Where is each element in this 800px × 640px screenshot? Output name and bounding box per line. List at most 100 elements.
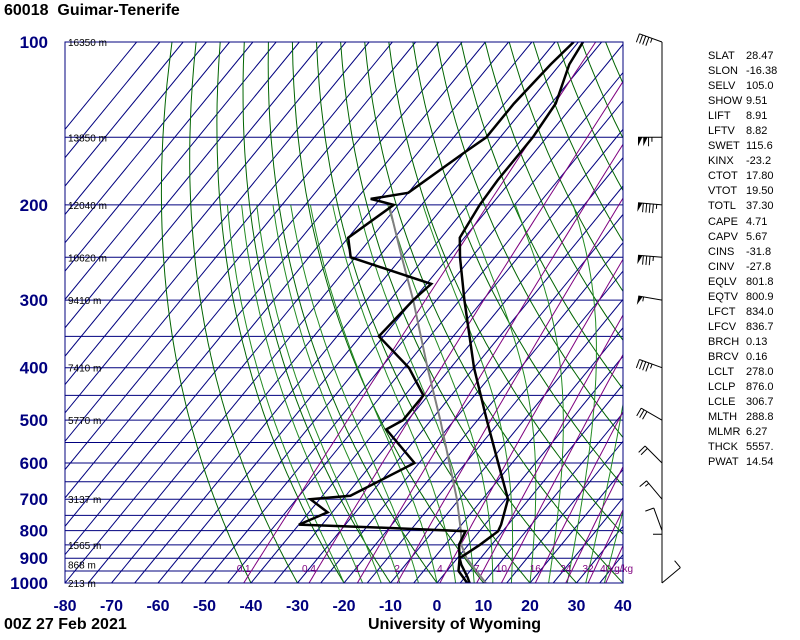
wind-barb [645, 507, 663, 531]
pressure-tick-label: 800 [20, 522, 48, 541]
wind-barb [638, 445, 663, 464]
wind-barb-flag [648, 256, 651, 266]
moist-adiabat-line [226, 204, 345, 583]
moist-adiabat-line [290, 204, 419, 583]
index-row-lift: LIFT 8.91 [708, 109, 777, 124]
mixing-ratio-label: 10 [496, 564, 508, 575]
isotherm-line [65, 42, 254, 272]
index-value: 0.16 [746, 350, 768, 363]
wind-barb [636, 407, 663, 421]
isotherm-line [366, 270, 623, 583]
wind-barb-staff [639, 359, 663, 369]
wind-barb-pennant [638, 137, 643, 147]
dry-adiabat-line [460, 42, 623, 390]
wind-barb-half-flag [650, 38, 653, 43]
index-value: 4.71 [746, 215, 768, 228]
height-label: 16350 m [68, 38, 107, 49]
mixing-ratio-line [396, 197, 623, 583]
isotherm-line [87, 42, 533, 583]
isotherm-line [273, 156, 623, 583]
mixing-ratio-line [587, 508, 623, 583]
dry-adiabat-line [412, 42, 623, 487]
wind-barb-staff [638, 295, 663, 301]
index-name: SLAT [708, 50, 735, 62]
dry-adiabat-line [388, 42, 623, 536]
moist-adiabat-line [585, 401, 623, 583]
wind-barb-staff [644, 445, 663, 464]
index-row-selv: SELV 105.0 [708, 79, 777, 94]
wind-barb-flag [642, 411, 648, 420]
wind-barb-flag [639, 360, 644, 370]
isotherm-line [65, 42, 300, 329]
isotherm-line [65, 42, 184, 187]
wind-barb-flag [645, 255, 648, 265]
wind-barb-flag [635, 33, 640, 43]
moist-adiabat-line [566, 204, 597, 583]
plot-area [65, 42, 623, 583]
moist-adiabat-line [332, 204, 457, 583]
temperature-tick-label: -60 [146, 598, 169, 615]
pressure-tick-label: 300 [20, 291, 48, 310]
mixing-ratio-line [565, 465, 623, 583]
index-value: -31.8 [746, 245, 772, 258]
index-value: 115.6 [746, 140, 773, 153]
index-name: EQTV [708, 290, 738, 303]
isotherm-line [529, 468, 623, 583]
temperature-tick-label: -70 [100, 598, 123, 615]
isotherm-line [65, 42, 510, 583]
wind-barb-pennant [643, 137, 648, 147]
index-row-slon: SLON -16.38 [708, 64, 777, 79]
dry-adiabat-line [340, 42, 577, 583]
temperature-tick-label: -30 [286, 598, 309, 615]
mixing-ratio-label: 0.1 [237, 564, 251, 575]
index-value: 801.8 [746, 275, 774, 288]
isotherm-line [65, 42, 486, 556]
index-name: MLMR [708, 426, 741, 439]
index-name: LFCT [708, 305, 736, 318]
isotherm-line [65, 42, 277, 301]
temperature-tick-label: 30 [568, 598, 586, 615]
pressure-tick-label: 100 [20, 33, 48, 52]
pressure-tick-label: 200 [20, 196, 48, 215]
wind-barb-flag [674, 560, 681, 568]
temperature-tick-label: 40 [614, 598, 632, 615]
wind-barb-staff [646, 480, 663, 500]
isotherm-line [320, 213, 623, 583]
dry-adiabat-line [436, 42, 623, 439]
index-value: 800.9 [746, 290, 774, 303]
wind-barb [635, 33, 663, 46]
isotherm-line [204, 71, 623, 583]
wind-barb-flag [638, 445, 646, 453]
index-row-vtot: VTOT 19.50 [708, 184, 777, 199]
index-value: 19.50 [746, 185, 774, 198]
index-value: 17.80 [746, 170, 774, 183]
pressure-tick-label: 600 [20, 454, 48, 473]
index-name: LCLE [708, 396, 736, 409]
isotherm-line [65, 42, 207, 216]
isotherm-line [65, 42, 393, 443]
mixing-ratio-label: 1 [355, 564, 361, 575]
index-name: SLON [708, 65, 738, 78]
index-name: CINV [708, 260, 735, 273]
moist-adiabat-line [514, 204, 564, 583]
index-value: 836.7 [746, 320, 774, 333]
dry-adiabat-line [267, 42, 438, 583]
index-name: BRCH [708, 335, 740, 348]
index-name: LCLT [708, 365, 735, 378]
isotherm-line [65, 42, 347, 386]
index-value: 834.0 [746, 305, 774, 318]
index-value: 306.7 [746, 396, 774, 409]
index-row-capv: CAPV 5.67 [708, 230, 777, 245]
index-row-cape: CAPE 4.71 [708, 215, 777, 230]
temperature-tick-label: -40 [239, 598, 262, 615]
index-name: CAPE [708, 215, 738, 228]
wind-barb-flag [648, 203, 651, 213]
wind-barb-pennant [637, 255, 643, 265]
index-row-lcle: LCLE 306.7 [708, 395, 777, 410]
wind-barb-flag [639, 480, 647, 487]
index-name: MLTH [708, 411, 738, 424]
wind-barb [637, 202, 663, 214]
wind-barb-flag [639, 34, 644, 44]
isotherm-line [111, 42, 556, 583]
dry-adiabat-line [484, 42, 623, 342]
